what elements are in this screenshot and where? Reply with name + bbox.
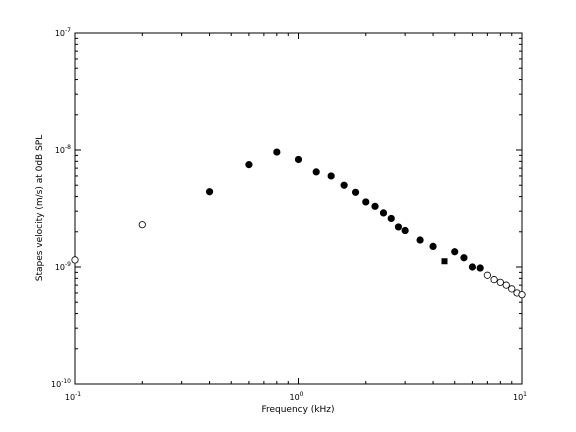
data-point-open-circle bbox=[71, 256, 79, 264]
y-tick-label: 10-7 bbox=[55, 27, 71, 38]
data-point-filled-circle bbox=[371, 202, 379, 210]
plot-frame bbox=[74, 32, 523, 385]
data-point-filled-square bbox=[441, 258, 448, 265]
data-point-filled-circle bbox=[460, 254, 468, 262]
data-point-filled-circle bbox=[416, 236, 424, 244]
ticks-layer: 10-1 100 101 10-10 10-9 10-8 10-7 bbox=[51, 27, 527, 402]
data-point-filled-circle bbox=[205, 188, 214, 196]
data-point-open-circle bbox=[508, 285, 516, 293]
data-point-filled-circle bbox=[340, 181, 348, 189]
data-point-open-circle bbox=[483, 271, 491, 279]
y-tick-label: 10-10 bbox=[51, 378, 71, 389]
y-tick-label: 10-9 bbox=[55, 261, 71, 272]
data-point-open-circle bbox=[496, 278, 504, 286]
marks-layer bbox=[71, 148, 526, 299]
x-tick-label: 100 bbox=[289, 391, 303, 402]
data-point-filled-circle bbox=[429, 242, 437, 250]
data-point-open-circle bbox=[502, 281, 510, 289]
data-point-filled-circle bbox=[451, 248, 459, 256]
x-axis-label: Frequency (kHz) bbox=[261, 405, 334, 415]
data-point-filled-circle bbox=[379, 209, 388, 217]
data-point-open-circle bbox=[518, 291, 526, 299]
data-point-filled-circle bbox=[312, 168, 320, 176]
data-point-filled-circle bbox=[362, 198, 370, 206]
data-point-filled-circle bbox=[476, 264, 484, 272]
x-tick-label: 10-1 bbox=[65, 391, 81, 402]
data-point-open-circle bbox=[138, 221, 146, 229]
data-point-filled-circle bbox=[468, 263, 477, 271]
data-point-filled-circle bbox=[394, 223, 403, 231]
data-point-filled-circle bbox=[273, 148, 281, 156]
y-tick-label: 10-8 bbox=[55, 144, 71, 155]
data-point-filled-circle bbox=[401, 226, 409, 235]
y-axis-label: Stapes velocity (m/s) at 0dB SPL bbox=[35, 135, 45, 282]
data-point-filled-circle bbox=[351, 188, 360, 196]
data-point-filled-circle bbox=[387, 214, 395, 223]
data-point-filled-circle bbox=[245, 161, 253, 169]
x-tick-label: 101 bbox=[513, 391, 527, 402]
data-point-filled-circle bbox=[294, 155, 303, 164]
data-point-open-circle bbox=[490, 276, 498, 284]
data-point-filled-circle bbox=[327, 172, 335, 180]
